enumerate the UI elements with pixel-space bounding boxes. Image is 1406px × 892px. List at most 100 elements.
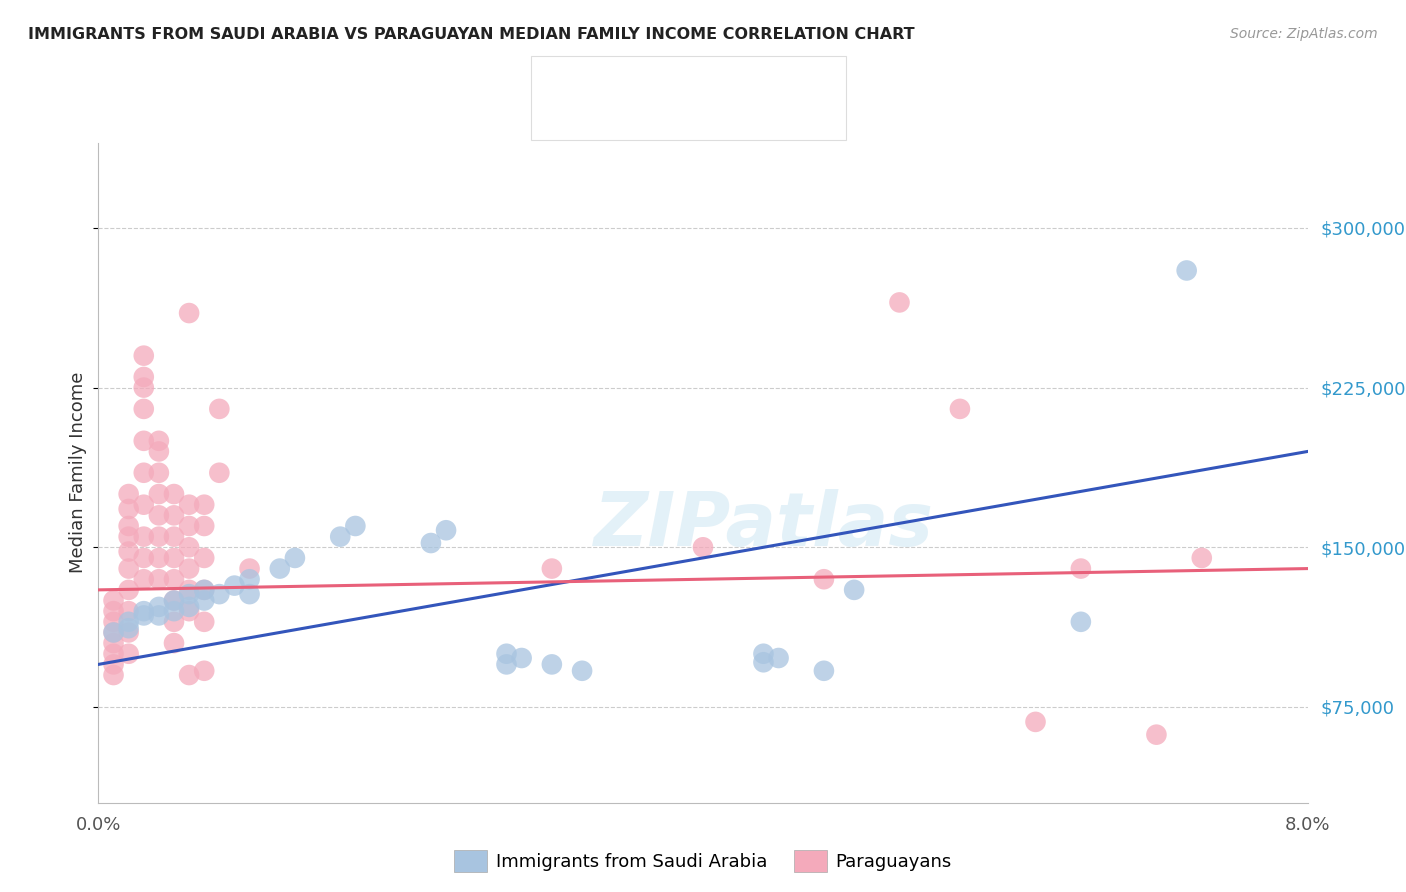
Point: [179, 587, 201, 601]
Point: [163, 487, 186, 501]
Point: [118, 621, 141, 635]
Point: [193, 582, 215, 597]
Point: [132, 530, 155, 544]
Point: [208, 587, 231, 601]
Point: [541, 657, 564, 672]
Point: [179, 306, 201, 320]
Point: [949, 401, 972, 416]
Point: [163, 550, 186, 565]
Point: [148, 434, 170, 448]
Point: [239, 587, 262, 601]
Y-axis label: Median Family Income: Median Family Income: [69, 372, 87, 574]
Point: [118, 502, 141, 516]
Point: [1146, 728, 1168, 742]
Point: [541, 561, 564, 575]
Point: [103, 604, 125, 618]
Point: [132, 466, 155, 480]
Text: IMMIGRANTS FROM SAUDI ARABIA VS PARAGUAYAN MEDIAN FAMILY INCOME CORRELATION CHAR: IMMIGRANTS FROM SAUDI ARABIA VS PARAGUAY…: [28, 27, 915, 42]
Point: [889, 295, 911, 310]
Point: [103, 593, 125, 607]
Point: [1025, 714, 1047, 729]
Point: [1175, 263, 1198, 277]
Point: [434, 523, 457, 537]
Point: [752, 655, 775, 669]
Point: [163, 636, 186, 650]
Point: [118, 487, 141, 501]
Point: [118, 615, 141, 629]
Text: ZIPatlas: ZIPatlas: [593, 489, 934, 562]
Point: [208, 466, 231, 480]
Point: [148, 550, 170, 565]
Point: [269, 561, 291, 575]
Point: [813, 572, 835, 586]
Point: [132, 608, 155, 623]
Point: [132, 349, 155, 363]
Point: [148, 444, 170, 458]
Point: [239, 572, 262, 586]
Point: [208, 401, 231, 416]
Point: [163, 615, 186, 629]
Point: [163, 572, 186, 586]
Point: [193, 664, 215, 678]
Point: [163, 593, 186, 607]
Point: [163, 593, 186, 607]
Point: [103, 668, 125, 682]
Point: [179, 498, 201, 512]
Point: [179, 582, 201, 597]
Point: [118, 582, 141, 597]
Point: [132, 550, 155, 565]
Text: Source: ZipAtlas.com: Source: ZipAtlas.com: [1230, 27, 1378, 41]
Text: R = 0.408: R = 0.408: [591, 65, 681, 83]
Point: [103, 625, 125, 640]
Point: [179, 604, 201, 618]
Point: [148, 487, 170, 501]
Point: [118, 544, 141, 558]
Point: [193, 615, 215, 629]
Point: [179, 599, 201, 614]
Point: [148, 599, 170, 614]
Text: N = 30: N = 30: [717, 65, 785, 83]
Point: [224, 579, 246, 593]
Point: [103, 657, 125, 672]
Point: [103, 647, 125, 661]
Point: [148, 572, 170, 586]
Point: [163, 604, 186, 618]
Point: [179, 519, 201, 533]
Point: [132, 381, 155, 395]
Point: [193, 498, 215, 512]
Point: [752, 647, 775, 661]
Point: [571, 664, 593, 678]
Point: [118, 561, 141, 575]
Point: [148, 466, 170, 480]
Point: [420, 536, 443, 550]
Point: [1070, 561, 1092, 575]
Point: [510, 651, 533, 665]
Point: [148, 608, 170, 623]
Point: [495, 657, 517, 672]
Point: [118, 604, 141, 618]
Point: [148, 508, 170, 523]
Point: [132, 572, 155, 586]
Point: [344, 519, 367, 533]
Point: [239, 561, 262, 575]
Point: [193, 519, 215, 533]
Text: N = 66: N = 66: [717, 113, 785, 131]
Text: R = 0.028: R = 0.028: [591, 113, 681, 131]
Legend: Immigrants from Saudi Arabia, Paraguayans: Immigrants from Saudi Arabia, Paraguayan…: [447, 843, 959, 880]
Point: [132, 434, 155, 448]
Point: [768, 651, 790, 665]
Point: [844, 582, 866, 597]
Point: [179, 541, 201, 555]
Point: [118, 530, 141, 544]
Point: [103, 615, 125, 629]
Point: [103, 636, 125, 650]
Point: [284, 550, 307, 565]
Point: [103, 625, 125, 640]
Point: [132, 604, 155, 618]
Point: [813, 664, 835, 678]
Point: [193, 550, 215, 565]
Point: [329, 530, 352, 544]
Point: [132, 498, 155, 512]
Point: [118, 519, 141, 533]
Point: [193, 593, 215, 607]
